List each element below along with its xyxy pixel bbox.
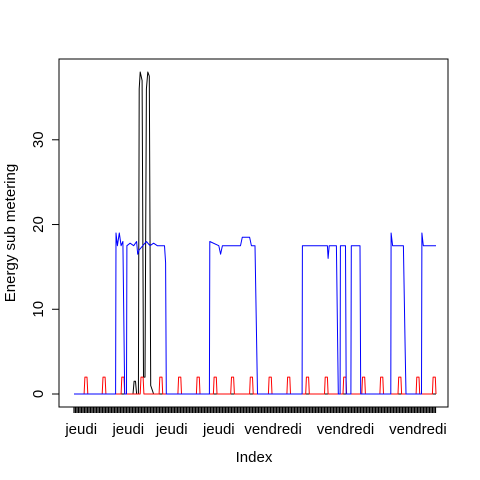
x-axis-label: Index	[236, 449, 273, 466]
y-axis-label: Energy sub metering	[2, 164, 19, 302]
y-tick-label: 20	[30, 216, 47, 233]
x-tick-label: jeudi	[155, 421, 188, 438]
series-line-1	[74, 71, 436, 395]
x-rug-ticks	[73, 407, 437, 413]
x-tick-label: jeudi	[64, 421, 97, 438]
x-tick-label: vendredi	[389, 421, 447, 438]
y-axis: 0 10 20 30	[30, 131, 60, 398]
y-tick-label: 10	[30, 301, 47, 318]
x-axis: jeudi jeudi jeudi jeudi vendredi vendredi vend…	[64, 421, 446, 438]
x-tick-label: vendredi	[244, 421, 302, 438]
x-tick-label: vendredi	[317, 421, 375, 438]
series-line-3	[74, 232, 436, 395]
x-tick-label: jeudi	[111, 421, 144, 438]
y-tick-label: 0	[30, 390, 47, 398]
series-line-2	[74, 376, 437, 395]
x-tick-label: jeudi	[202, 421, 235, 438]
y-tick-label: 30	[30, 131, 47, 148]
x-axis-rug	[73, 407, 437, 413]
series-layer	[74, 71, 437, 395]
plot-frame	[58, 58, 449, 408]
